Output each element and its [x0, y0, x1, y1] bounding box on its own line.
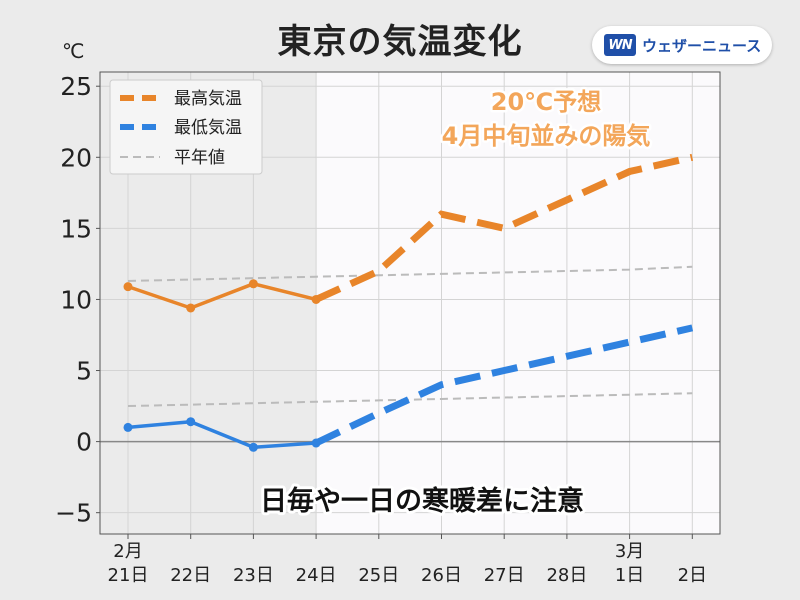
logo-text: ウェザーニュース: [642, 36, 762, 55]
x-tick-day-label: 25日: [358, 565, 399, 586]
observed-high-point: [186, 303, 196, 313]
x-tick-month-label: 3月: [615, 541, 644, 562]
normal-low-line: [127, 392, 693, 408]
data-points: [123, 279, 321, 452]
observed-low-point: [248, 442, 258, 452]
y-tick-label: −5: [55, 499, 92, 528]
legend: 最高気温 最低気温 平年値: [109, 79, 263, 175]
observed-low-line: [127, 419, 317, 450]
x-tick-day-label: 1日: [615, 565, 644, 586]
y-tick-label: 25: [60, 72, 92, 101]
wn-logo-icon: WN: [604, 34, 636, 56]
x-tick-labels: 2月 21日 22日 23日 24日 25日 26日 27日 28日 3月 1日 2日: [108, 534, 707, 586]
x-tick-day-label: 26日: [421, 565, 462, 586]
plot-frame: [99, 71, 721, 535]
x-tick-day-label: 23日: [233, 565, 274, 586]
forecast-low-line: [314, 324, 694, 447]
series-lines: [127, 153, 694, 450]
legend-label-high: 最高気温: [174, 89, 242, 109]
x-tick-day-label: 24日: [296, 565, 337, 586]
normal-lines: [127, 265, 693, 408]
normal-high-line: [127, 265, 693, 282]
observed-high-point: [123, 282, 133, 292]
legend-label-low: 最低気温: [174, 118, 242, 138]
y-tick-label: 20: [60, 143, 92, 172]
y-tick-labels: 25 20 15 10 5 0 −5: [55, 72, 100, 528]
weathernews-logo: WN ウェザーニュース: [592, 26, 772, 64]
observed-low-point: [186, 417, 196, 427]
y-tick-label: 0: [76, 428, 92, 457]
chart-title: 東京の気温変化: [277, 22, 523, 62]
forecast-annotation-line1: 20℃予想: [491, 88, 601, 116]
x-tick-day-label: 28日: [546, 565, 587, 586]
x-tick-day-label: 22日: [170, 565, 211, 586]
x-tick-day-label: 27日: [484, 565, 525, 586]
y-tick-label: 10: [60, 285, 92, 314]
y-tick-label: 15: [60, 214, 92, 243]
x-tick-day-label: 2日: [678, 565, 707, 586]
observed-high-line: [127, 282, 317, 310]
x-tick-month-label: 2月: [113, 541, 142, 562]
forecast-annotation-line2: 4月中旬並みの陽気: [442, 122, 651, 150]
observed-high-point: [311, 294, 321, 304]
temperature-difference-note: 日毎や一日の寒暖差に注意: [260, 485, 584, 517]
observed-low-point: [123, 422, 133, 432]
legend-label-normal: 平年値: [174, 148, 225, 168]
x-tick-day-label: 21日: [108, 565, 149, 586]
observed-high-point: [248, 279, 258, 289]
y-tick-label: 5: [76, 357, 92, 386]
observed-low-point: [311, 438, 321, 448]
y-axis-unit-label: ℃: [62, 39, 84, 63]
forecast-high-line: [314, 153, 694, 303]
legend-box: [109, 79, 263, 175]
